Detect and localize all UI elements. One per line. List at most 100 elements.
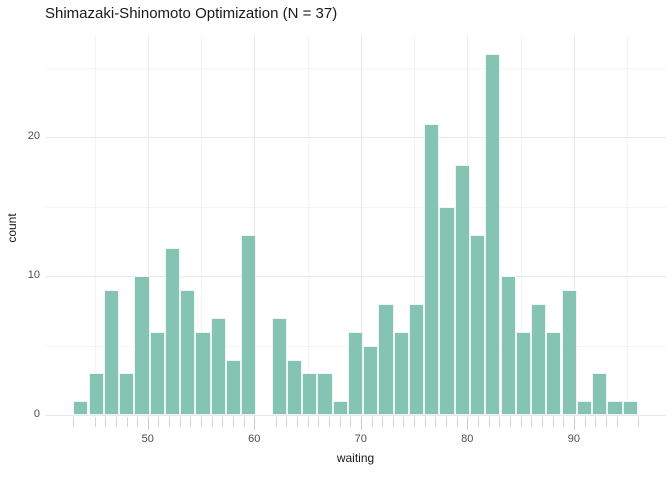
histogram-bar	[576, 401, 592, 415]
x-tick-label: 50	[141, 433, 154, 445]
gridline-y-major	[45, 415, 666, 416]
histogram-bar	[592, 373, 608, 415]
rug-tick	[222, 417, 224, 427]
histogram-bar	[454, 165, 470, 415]
gridline-x-major	[573, 36, 575, 415]
gridline-x-minor	[201, 36, 202, 415]
rug-tick	[243, 417, 245, 427]
x-axis-tick	[254, 417, 256, 430]
histogram-bar	[439, 206, 455, 415]
x-axis-tick	[467, 417, 469, 430]
rug-tick	[499, 417, 501, 427]
rug-tick	[563, 417, 565, 427]
histogram-bar	[88, 373, 104, 415]
rug-tick	[605, 417, 607, 427]
histogram-bar	[622, 401, 638, 415]
x-tick-label: 90	[567, 433, 581, 445]
rug-tick	[179, 417, 181, 427]
rug-tick	[233, 417, 234, 427]
histogram-bar	[531, 303, 547, 415]
rug-tick	[584, 417, 586, 427]
rug-tick	[456, 417, 458, 427]
rug-tick	[339, 417, 341, 427]
rug-tick	[350, 417, 352, 427]
histogram-bar	[424, 123, 440, 415]
rug-tick	[190, 417, 192, 427]
rug-tick	[286, 417, 288, 427]
rug-tick	[531, 417, 533, 427]
rug-tick	[414, 417, 416, 427]
histogram-bar	[210, 317, 226, 415]
rug-tick	[478, 417, 479, 427]
gridline-y-major	[45, 137, 666, 139]
x-axis-tick	[573, 417, 575, 430]
histogram-bar	[317, 373, 333, 415]
rug-tick	[211, 417, 213, 427]
x-axis-title: waiting	[336, 451, 375, 465]
rug-tick	[73, 417, 75, 427]
histogram-bar	[363, 345, 379, 415]
rug-tick	[520, 417, 522, 427]
rug-tick	[318, 417, 320, 427]
gridline-x-minor	[627, 36, 629, 415]
rug-tick	[595, 417, 597, 427]
rug-tick	[541, 417, 543, 427]
histogram-bar	[561, 290, 577, 415]
rug-tick	[158, 417, 160, 427]
rug-tick	[637, 417, 639, 427]
histogram-bar	[515, 331, 531, 415]
rug-tick	[435, 417, 437, 427]
gridline-x-major	[254, 36, 256, 415]
histogram-bar	[332, 401, 348, 415]
rug-tick	[328, 417, 330, 427]
gridline-y-minor	[45, 206, 666, 208]
rug-tick	[552, 417, 554, 427]
histogram-bar	[271, 317, 287, 415]
rug-tick	[105, 417, 107, 427]
chart-title: Shimazaki-Shinomoto Optimization (N = 37…	[45, 5, 338, 22]
rug-tick	[403, 417, 405, 427]
rug-tick	[137, 417, 139, 427]
gridline-x-minor	[307, 36, 309, 415]
rug-tick	[382, 417, 384, 427]
x-tick-label: 60	[248, 433, 261, 445]
gridline-y-major	[45, 276, 666, 278]
histogram-bar	[195, 331, 211, 415]
plot-panel	[45, 36, 666, 416]
histogram-bar	[378, 303, 394, 415]
rug-tick	[616, 417, 618, 427]
rug-tick	[201, 417, 202, 427]
y-tick-label: 10	[27, 269, 40, 282]
histogram-bar	[485, 54, 501, 415]
histogram-bar	[500, 276, 516, 415]
histogram-bar	[164, 248, 181, 415]
x-axis-tick	[360, 417, 362, 430]
x-tick-label: 70	[354, 433, 367, 445]
histogram-bar	[241, 234, 257, 415]
histogram-bar	[546, 331, 562, 415]
rug-tick	[488, 417, 490, 427]
histogram-bar	[393, 331, 409, 415]
rug-tick	[94, 417, 96, 427]
histogram-bar	[134, 276, 150, 415]
rug-tick	[169, 417, 171, 427]
x-axis-tick	[147, 417, 149, 430]
histogram-bar	[119, 373, 135, 415]
y-axis-title: count	[5, 213, 19, 243]
rug-tick	[371, 417, 373, 427]
gridline-x-minor	[414, 36, 416, 415]
gridline-x-minor	[94, 36, 96, 415]
rug-tick	[296, 417, 298, 427]
histogram-bar	[347, 331, 364, 415]
gridline-x-minor	[520, 36, 522, 415]
histogram-bar	[408, 303, 425, 415]
histogram-bar	[302, 373, 318, 415]
rug-tick	[510, 417, 511, 427]
histogram-bar	[607, 401, 623, 415]
rug-tick	[126, 417, 128, 427]
histogram-bar	[286, 359, 303, 415]
gridline-x-major	[147, 36, 149, 415]
x-tick-label: 80	[461, 433, 474, 445]
gridline-y-minor	[45, 67, 666, 69]
gridline-x-major	[360, 36, 362, 415]
